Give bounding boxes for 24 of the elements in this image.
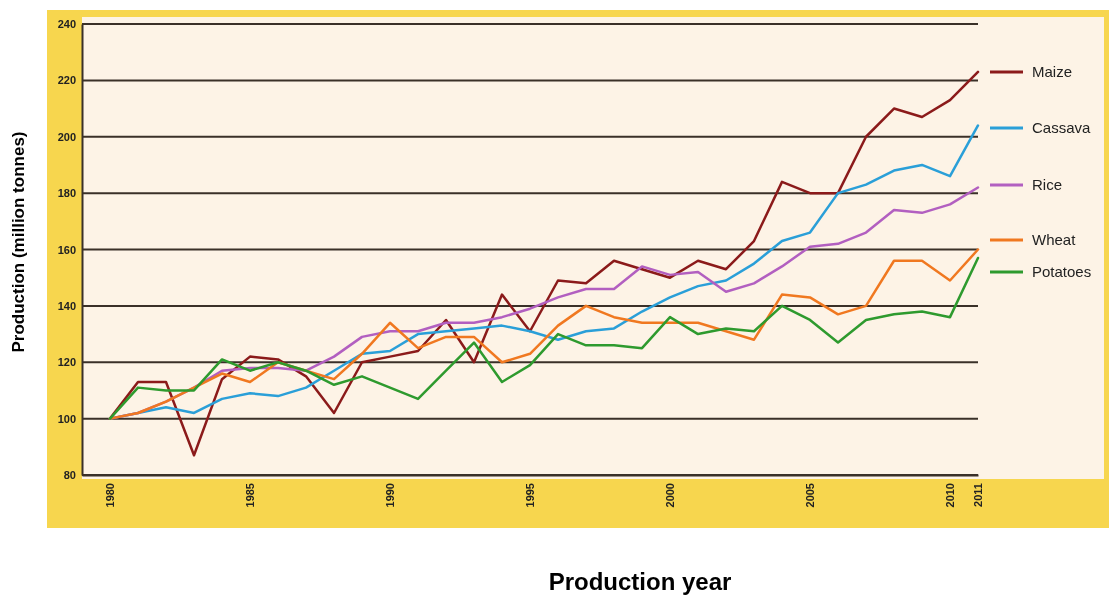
x-tick-label: 1995 [524, 483, 537, 508]
x-tick-label: 1990 [384, 483, 397, 508]
y-axis-title: Production (million tonnes) [9, 131, 28, 353]
x-tick-label: 1980 [104, 483, 117, 508]
x-tick-label: 2011 [972, 483, 985, 507]
y-tick-label: 120 [57, 356, 76, 369]
x-tick-label: 1985 [244, 483, 257, 508]
y-tick-label: 220 [57, 74, 76, 87]
y-tick-label: 200 [57, 130, 76, 143]
y-tick-label: 140 [57, 299, 76, 312]
x-tick-label: 2010 [944, 483, 957, 508]
legend-label: Wheat [1032, 231, 1077, 249]
y-tick-label: 160 [57, 243, 76, 256]
legend-label: Rice [1032, 176, 1063, 194]
y-tick-label: 180 [57, 187, 76, 200]
y-tick-label: 80 [63, 469, 76, 482]
x-tick-label: 2000 [664, 483, 677, 508]
legend-label: Cassava [1032, 119, 1092, 137]
legend-label: Maize [1032, 63, 1073, 81]
x-axis-title: Production year [548, 568, 732, 595]
y-tick-label: 100 [57, 412, 76, 425]
x-tick-label: 2005 [804, 483, 817, 508]
y-tick-label: 240 [57, 18, 76, 31]
legend-label: Potatoes [1032, 263, 1092, 281]
